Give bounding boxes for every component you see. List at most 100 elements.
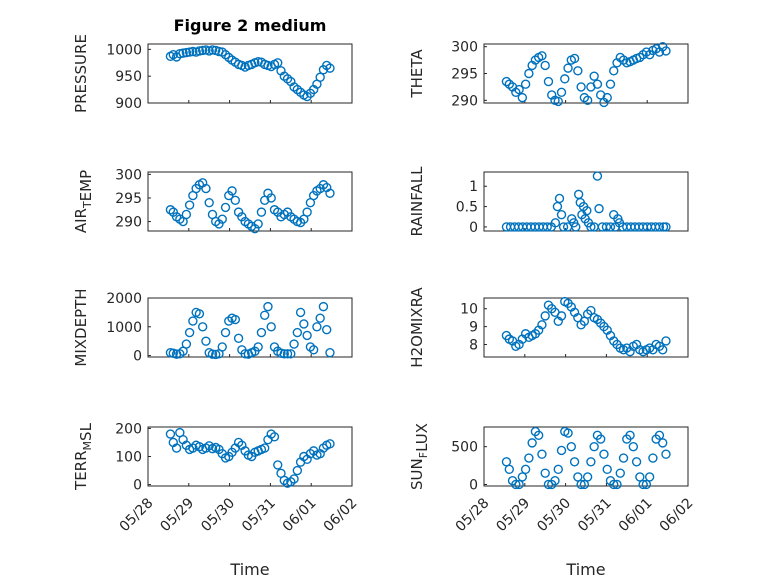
y-tick-label: 10 — [460, 302, 478, 318]
data-point — [517, 472, 528, 482]
data-point — [631, 457, 642, 467]
data-point — [582, 95, 593, 106]
y-tick-label: 100 — [115, 450, 142, 466]
data-point — [644, 472, 655, 482]
y-tick-label: 0 — [133, 349, 142, 365]
data-point — [648, 453, 658, 463]
data-point — [312, 322, 322, 332]
data-point — [302, 330, 312, 341]
y-tick-label: 0.5 — [456, 200, 478, 216]
y-tick-label: 300 — [451, 40, 478, 56]
data-point — [592, 79, 603, 89]
data-point — [654, 430, 665, 441]
data-point — [517, 92, 528, 103]
data-point — [589, 441, 599, 452]
data-point — [266, 322, 276, 332]
x-tick-label: 05/29 — [493, 495, 533, 535]
panel-theta: 290 295 300 THETA — [408, 40, 689, 109]
x-tick-label: 06/02 — [321, 495, 361, 535]
data-point — [194, 46, 205, 56]
y-tick-label: 2000 — [106, 291, 142, 307]
data-point — [184, 327, 195, 338]
data-point — [618, 453, 629, 463]
data-point — [201, 183, 211, 194]
data-point — [589, 71, 599, 81]
data-point — [204, 197, 214, 208]
data-point — [635, 472, 645, 482]
data-point — [556, 210, 567, 220]
data-point — [165, 205, 176, 215]
y-tick-label: 0 — [469, 477, 478, 493]
data-point — [605, 222, 616, 232]
data-point — [573, 66, 583, 76]
data-point — [263, 301, 273, 312]
data-point — [253, 219, 263, 229]
data-point — [594, 203, 604, 214]
y-axis-label-subscript: T — [81, 201, 94, 209]
data-point — [302, 207, 312, 217]
data-point — [569, 457, 580, 467]
data-point — [638, 479, 648, 490]
panel-pressure: 900 950 1000 PRESSURE Figure 2 medium — [72, 16, 353, 113]
data-point — [661, 336, 671, 346]
data-point — [542, 222, 552, 232]
data-point — [289, 339, 299, 349]
data-point — [318, 301, 329, 312]
data-point — [540, 468, 550, 478]
data-point — [543, 76, 554, 87]
data-point — [556, 445, 567, 456]
y-tick-label: 9 — [469, 320, 478, 336]
y-axis-label-subscript: M — [81, 441, 94, 451]
y-axis-label-part: EMP — [77, 170, 95, 201]
x-tick-label: 06/01 — [280, 495, 320, 535]
data-point — [217, 342, 227, 352]
data-point — [315, 313, 325, 323]
data-point — [504, 464, 514, 475]
x-tick-label: 05/31 — [575, 495, 615, 535]
y-axis-label-part: RAINFALL — [408, 166, 426, 237]
data-point — [217, 214, 227, 224]
y-tick-label: 300 — [115, 167, 142, 183]
panel-h2omixra: 89 10 H2OMIXRA — [408, 287, 689, 368]
data-point — [595, 434, 606, 444]
data-point — [220, 327, 231, 338]
x-tick-label: 05/28 — [117, 495, 157, 535]
data-point — [524, 68, 534, 79]
x-tick-label: 05/29 — [157, 495, 197, 535]
data-point — [540, 311, 550, 321]
data-point — [661, 222, 671, 232]
y-axis-label: RAINFALL — [408, 166, 426, 237]
data-point — [259, 310, 270, 320]
data-point — [289, 474, 299, 484]
data-point — [292, 465, 303, 476]
data-point — [269, 432, 280, 442]
data-point — [207, 349, 218, 359]
data-point — [566, 441, 577, 452]
data-point — [207, 45, 218, 55]
y-axis-label-part: MIXDEPTH — [72, 288, 90, 366]
x-tick-label: 05/31 — [239, 495, 279, 535]
data-point — [259, 443, 270, 453]
data-point — [211, 349, 221, 360]
x-tick-label: 06/02 — [657, 495, 697, 535]
data-point — [661, 449, 671, 459]
data-point — [165, 429, 176, 439]
data-point — [230, 314, 241, 325]
x-axis-label: Time — [565, 560, 605, 579]
data-point — [181, 47, 192, 58]
data-point — [661, 46, 671, 56]
y-tick-label: 290 — [115, 215, 142, 231]
data-point — [592, 171, 603, 181]
data-point — [256, 207, 267, 217]
data-point — [553, 96, 563, 107]
chart-title: Figure 2 medium — [174, 16, 327, 35]
data-point — [315, 72, 325, 82]
data-point — [197, 45, 208, 56]
data-point — [276, 348, 286, 358]
data-point — [612, 479, 622, 490]
y-tick-label: 200 — [115, 421, 142, 437]
data-point — [181, 209, 192, 220]
panel-terr_msl: 0 100 200 TERRMSL 05/28 05/29 05/30 05/31 06/01 0… — [72, 421, 360, 579]
data-point — [576, 479, 586, 490]
